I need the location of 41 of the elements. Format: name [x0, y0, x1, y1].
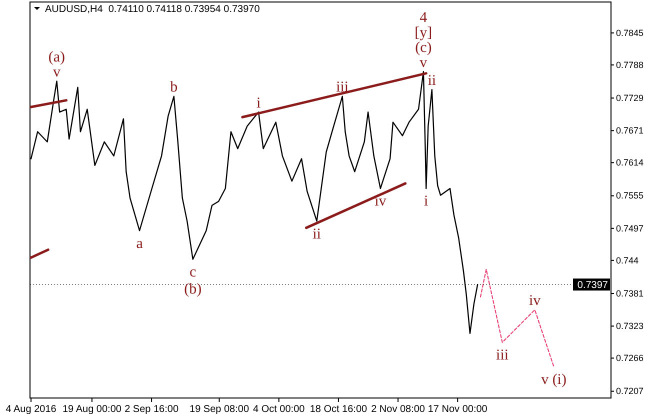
- annotation: (c): [415, 40, 432, 56]
- annotation: iii: [496, 348, 509, 364]
- x-tick-label: 18 Oct 16:00: [310, 404, 368, 414]
- x-tick-label: 4 Oct 00:00: [253, 404, 306, 414]
- annotation: ii: [428, 72, 436, 89]
- y-tick-label: 0.7788: [616, 60, 644, 70]
- annotation: ii: [312, 226, 321, 242]
- y-tick-label: 0.7555: [616, 190, 644, 201]
- y-tick-label: 0.7671: [616, 126, 644, 136]
- y-tick-label: 0.7381: [616, 288, 644, 298]
- y-tick-label: 0.744: [616, 255, 639, 266]
- annotation: (b): [184, 282, 202, 298]
- y-tick-label: 0.7266: [616, 353, 644, 363]
- y-tick-label: 0.7845: [616, 28, 644, 38]
- x-tick-label: 19 Aug 00:00: [62, 404, 122, 414]
- annotation: (a): [48, 49, 66, 66]
- annotation: v: [53, 64, 61, 80]
- y-tick-label: 0.7729: [616, 92, 644, 103]
- annotation: 4: [420, 10, 428, 26]
- annotation: i: [424, 194, 428, 210]
- annotation: i: [256, 95, 261, 112]
- annotation: iii: [336, 80, 349, 96]
- annotation: b: [170, 80, 178, 96]
- y-tick-label: 0.7614: [616, 158, 644, 168]
- ref-line-label: 0.7397: [577, 280, 608, 292]
- annotation: v (i): [541, 372, 566, 388]
- x-tick-label: 2 Sep 16:00: [124, 404, 179, 414]
- annotation: [y]: [414, 24, 432, 41]
- x-tick-label: 2 Nov 08:00: [371, 404, 426, 414]
- y-tick-label: 0.7497: [616, 223, 644, 234]
- x-tick-label: 4 Aug 2016: [6, 404, 57, 414]
- annotation: iv: [528, 293, 542, 310]
- y-tick-label: 0.7323: [616, 320, 644, 331]
- y-tick-label: 0.7207: [616, 386, 644, 396]
- annotation: a: [136, 236, 144, 252]
- x-tick-label: 17 Nov 00:00: [428, 404, 488, 414]
- chart-title: AUDUSD,H4 0.74110 0.74118 0.73954 0.73970: [45, 4, 260, 15]
- line-series: [480, 268, 554, 368]
- annotation: v: [420, 54, 428, 71]
- annotation: c: [190, 264, 197, 281]
- x-tick-label: 19 Sep 08:00: [190, 404, 250, 414]
